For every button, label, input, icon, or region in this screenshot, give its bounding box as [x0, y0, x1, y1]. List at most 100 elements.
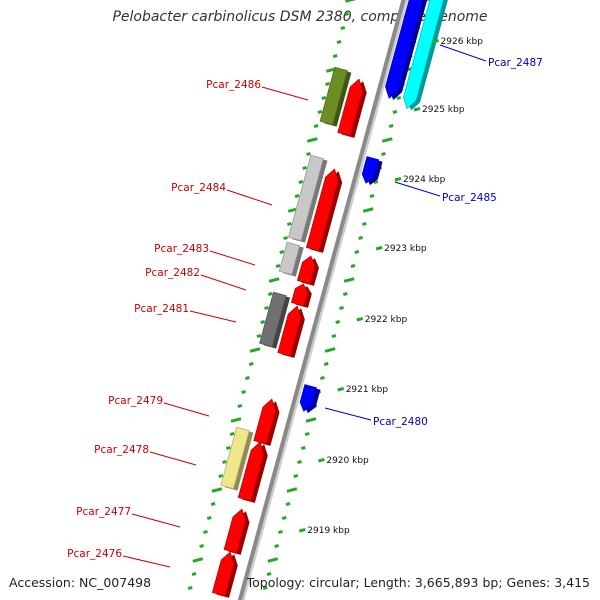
left-tick-row [225, 446, 231, 450]
gene-pcar-2477 [223, 508, 246, 554]
right-tick-row [369, 194, 375, 198]
scale-label: 2922 kbp [365, 315, 408, 325]
left-tick-row [321, 96, 327, 100]
left-tick-row [237, 404, 243, 408]
right-tick-row [343, 277, 355, 283]
left-tick-row [211, 487, 223, 493]
right-tick-row [300, 446, 306, 450]
left-tick-row [306, 152, 311, 156]
right-tick-row [392, 110, 398, 114]
gene-pcar-2481 [277, 305, 302, 357]
gene-pcar-2483 [296, 255, 316, 285]
right-tick-row [388, 124, 394, 128]
right-tick-row [286, 487, 298, 493]
right-tick-row [262, 586, 268, 590]
gene-label: Pcar_2478 [94, 444, 149, 456]
gene-leader-line [209, 250, 256, 266]
left-tick-row [256, 334, 262, 338]
gene-pcar-2482 [290, 283, 309, 307]
scale-label: 2926 kbp [441, 37, 484, 47]
right-tick-row [324, 347, 336, 353]
gene-leader-line [200, 274, 247, 291]
gene-leader-line [131, 513, 181, 528]
left-tick-row [302, 166, 308, 170]
gene-gray-2483 [278, 241, 301, 276]
left-tick-row [206, 516, 212, 520]
gene-pcar-2484 [305, 168, 339, 252]
gene-cyan-top [403, 0, 444, 110]
gene-olive-block [319, 66, 348, 126]
gene-darkgray-2481 [259, 291, 287, 348]
right-tick-row [358, 236, 363, 240]
left-tick-row [283, 236, 288, 240]
scale-tick [375, 245, 383, 251]
left-tick-row [229, 432, 235, 436]
gene-leader-line [149, 451, 197, 466]
right-tick-row [335, 320, 341, 324]
gene-label: Pcar_2476 [67, 548, 122, 560]
right-tick-row [305, 417, 317, 423]
scale-tick [356, 316, 364, 322]
left-tick-row [345, 0, 356, 3]
gene-pcar-2485 [361, 156, 380, 184]
scale-tick [394, 176, 402, 182]
left-tick-row [203, 530, 208, 534]
left-tick-row [245, 376, 250, 380]
right-tick-row [320, 376, 325, 380]
scale-tick [337, 386, 345, 392]
gene-label: Pcar_2480 [373, 416, 428, 428]
left-tick-row [249, 347, 261, 353]
right-tick-row [304, 432, 310, 436]
left-tick-row [306, 137, 318, 143]
gene-khaki-2478 [220, 426, 250, 490]
scale-label: 2919 kbp [307, 526, 350, 536]
right-tick-row [339, 306, 344, 310]
left-tick-row [268, 277, 280, 283]
gene-leader-line [122, 555, 171, 568]
left-tick-row [191, 572, 197, 576]
left-tick-row [192, 557, 204, 563]
left-tick-row [267, 292, 273, 296]
left-tick-row [264, 306, 269, 310]
left-tick-row [336, 40, 342, 44]
left-tick-row [287, 222, 292, 226]
left-tick-row [241, 390, 247, 394]
gene-pcar-2480 [299, 384, 317, 412]
right-tick-row [297, 460, 302, 464]
left-tick-row [230, 417, 242, 423]
right-tick-row [362, 207, 374, 213]
right-tick-row [396, 96, 402, 100]
gene-blue-top [385, 0, 424, 99]
left-tick-row [344, 12, 350, 16]
scale-tick [317, 457, 325, 463]
left-tick-row [317, 110, 323, 114]
right-tick-row [274, 544, 280, 548]
left-tick-row [298, 180, 304, 184]
left-tick-row [340, 26, 346, 30]
gene-label: Pcar_2481 [134, 303, 189, 315]
gene-label: Pcar_2482 [145, 267, 200, 279]
gene-leader-line [261, 86, 309, 101]
left-tick-row [248, 362, 254, 366]
gene-leader-line [226, 189, 273, 206]
right-tick-row [323, 362, 329, 366]
left-tick-row [279, 250, 285, 254]
scale-tick [413, 106, 421, 112]
right-tick-row [331, 334, 337, 338]
right-tick-row [267, 557, 279, 563]
left-tick-row [275, 264, 281, 268]
right-tick-row [285, 502, 291, 506]
left-tick-row [187, 586, 193, 590]
left-tick-row [294, 194, 300, 198]
gene-leader-line [189, 310, 237, 323]
right-tick-row [381, 137, 393, 143]
genome-axis [237, 0, 406, 600]
right-tick-row [281, 516, 287, 520]
left-tick-row [332, 54, 338, 58]
right-tick-row [354, 250, 360, 254]
right-tick-row [373, 180, 379, 184]
gene-leader-line [394, 181, 441, 197]
genome-title: Pelobacter carbinolicus DSM 2380, comple… [112, 9, 488, 25]
gene-pcar-2486 [337, 78, 364, 137]
